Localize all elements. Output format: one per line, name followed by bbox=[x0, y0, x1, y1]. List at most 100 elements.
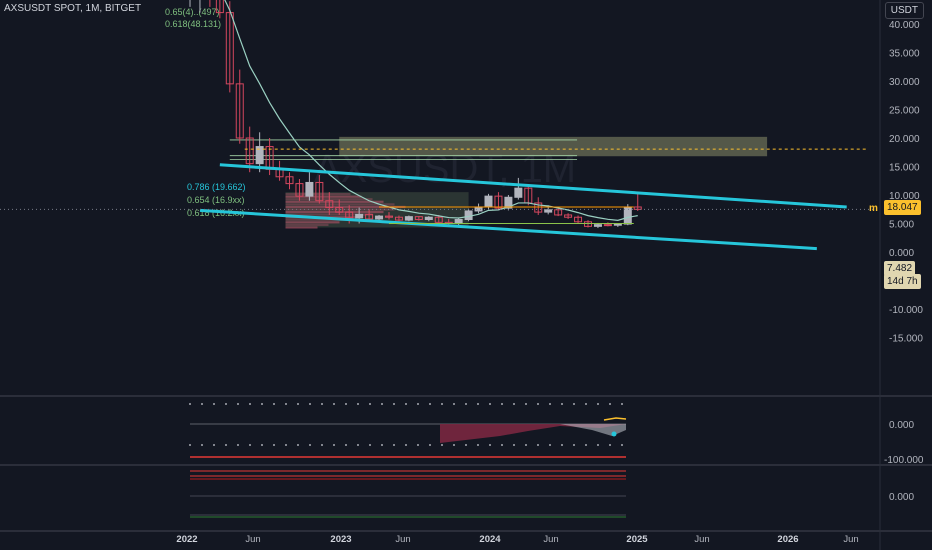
pane1-dot bbox=[357, 444, 359, 446]
pane1-dot bbox=[561, 403, 563, 405]
pane1-dot bbox=[489, 444, 491, 446]
pane1-signal bbox=[603, 417, 627, 421]
symbol-title: AXSUSDT SPOT, 1M, BITGET bbox=[4, 3, 142, 14]
pane1-dot bbox=[369, 403, 371, 405]
candle-body bbox=[603, 224, 612, 227]
fib-label-mid-0: 0.786 (19.662) bbox=[187, 182, 246, 192]
candle-body bbox=[504, 196, 513, 209]
candle-body bbox=[325, 200, 334, 209]
pane1-dot bbox=[513, 444, 515, 446]
pane1-dot bbox=[297, 444, 299, 446]
y-tick-label: 0.000 bbox=[889, 248, 914, 259]
candle-body bbox=[255, 146, 264, 165]
pane1-dot bbox=[609, 444, 611, 446]
candle-body bbox=[534, 202, 543, 213]
pane1-dot bbox=[453, 444, 455, 446]
pane1-dot bbox=[405, 403, 407, 405]
pane1-dot bbox=[381, 403, 383, 405]
pane1-dot bbox=[405, 444, 407, 446]
pane1-dot bbox=[501, 403, 503, 405]
candle-body bbox=[385, 215, 393, 218]
pane1-dot bbox=[585, 444, 587, 446]
profile-bar bbox=[285, 218, 351, 221]
pane1-dot bbox=[225, 403, 227, 405]
pane1-dot bbox=[561, 444, 563, 446]
pane1-dot bbox=[513, 403, 515, 405]
candle-body bbox=[613, 223, 622, 226]
y-tick-label: 20.000 bbox=[889, 134, 920, 145]
pane1-dot bbox=[585, 403, 587, 405]
y-tick-label: 15.000 bbox=[889, 163, 920, 174]
pane1-dot bbox=[489, 403, 491, 405]
candle-body bbox=[305, 181, 314, 197]
pane1-dot bbox=[441, 444, 443, 446]
pane1-dot bbox=[249, 403, 251, 405]
candle-body bbox=[285, 176, 294, 185]
countdown-tag: 14d 7h bbox=[884, 274, 921, 289]
pane1-histogram-up bbox=[560, 424, 626, 436]
pane1-dot bbox=[201, 444, 203, 446]
y-tick-label: 45.000 bbox=[889, 0, 920, 3]
pane1-dot bbox=[273, 444, 275, 446]
x-tick-label: Jun bbox=[395, 534, 410, 545]
pane1-dot bbox=[501, 444, 503, 446]
candle-body bbox=[394, 216, 403, 221]
pane1-dot bbox=[441, 403, 443, 405]
pane1-dot bbox=[477, 444, 479, 446]
marker-value-tag: 18.047 bbox=[884, 200, 921, 215]
y-tick-label: -10.000 bbox=[889, 305, 923, 316]
pane1-dot bbox=[393, 444, 395, 446]
pane1-dot bbox=[525, 444, 527, 446]
pane1-dot bbox=[609, 403, 611, 405]
profile-bar bbox=[285, 203, 395, 206]
y-tick-label: 5.000 bbox=[889, 220, 914, 231]
pane1-dot bbox=[213, 403, 215, 405]
pane1-tick: 0.000 bbox=[889, 420, 914, 431]
candle-body bbox=[484, 195, 493, 208]
candle-body bbox=[564, 214, 573, 218]
pane1-dot bbox=[369, 444, 371, 446]
pane1-dot bbox=[477, 403, 479, 405]
y-tick-label: -15.000 bbox=[889, 334, 923, 345]
candle-body bbox=[554, 209, 563, 216]
pane1-dot bbox=[465, 444, 467, 446]
candle-body bbox=[424, 216, 433, 221]
pane1-dot bbox=[357, 403, 359, 405]
candle-body bbox=[584, 221, 592, 227]
pane1-dot bbox=[621, 403, 623, 405]
profile-bar bbox=[285, 200, 384, 203]
pane1-dot bbox=[213, 444, 215, 446]
channel-upper-line bbox=[219, 163, 847, 209]
candle-body bbox=[544, 209, 553, 213]
currency-badge[interactable]: USDT bbox=[884, 2, 924, 19]
y-tick-label: 35.000 bbox=[889, 49, 920, 60]
pane1-dot bbox=[333, 403, 335, 405]
pane1-dot bbox=[345, 403, 347, 405]
candle-body bbox=[295, 183, 304, 197]
candle-body bbox=[414, 216, 423, 221]
pane1-dot bbox=[249, 444, 251, 446]
y-tick-label: 30.000 bbox=[889, 77, 920, 88]
candle-body bbox=[355, 213, 364, 219]
candle-body bbox=[215, 0, 224, 14]
pane1-dot bbox=[549, 403, 551, 405]
candle-body bbox=[574, 216, 583, 223]
fib-label-mid-1: 0.654 (16.9xx) bbox=[187, 195, 245, 205]
x-tick-label: 2026 bbox=[777, 534, 798, 545]
x-tick-label: 2025 bbox=[626, 534, 648, 545]
pane1-dot bbox=[201, 403, 203, 405]
profile-bar bbox=[285, 221, 340, 224]
pane1-dot bbox=[345, 444, 347, 446]
x-tick-label: Jun bbox=[543, 534, 558, 545]
pane1-dot bbox=[393, 403, 395, 405]
candle-body bbox=[494, 195, 503, 209]
pane1-dot bbox=[297, 403, 299, 405]
candle-body bbox=[225, 12, 234, 85]
x-tick-label: Jun bbox=[245, 534, 260, 545]
fib-label-top-1: 0.618(48.131) bbox=[165, 19, 221, 29]
candle-body bbox=[623, 206, 632, 225]
pane1-dot bbox=[273, 403, 275, 405]
pane1-dot bbox=[285, 444, 287, 446]
pane1-dot bbox=[597, 403, 599, 405]
